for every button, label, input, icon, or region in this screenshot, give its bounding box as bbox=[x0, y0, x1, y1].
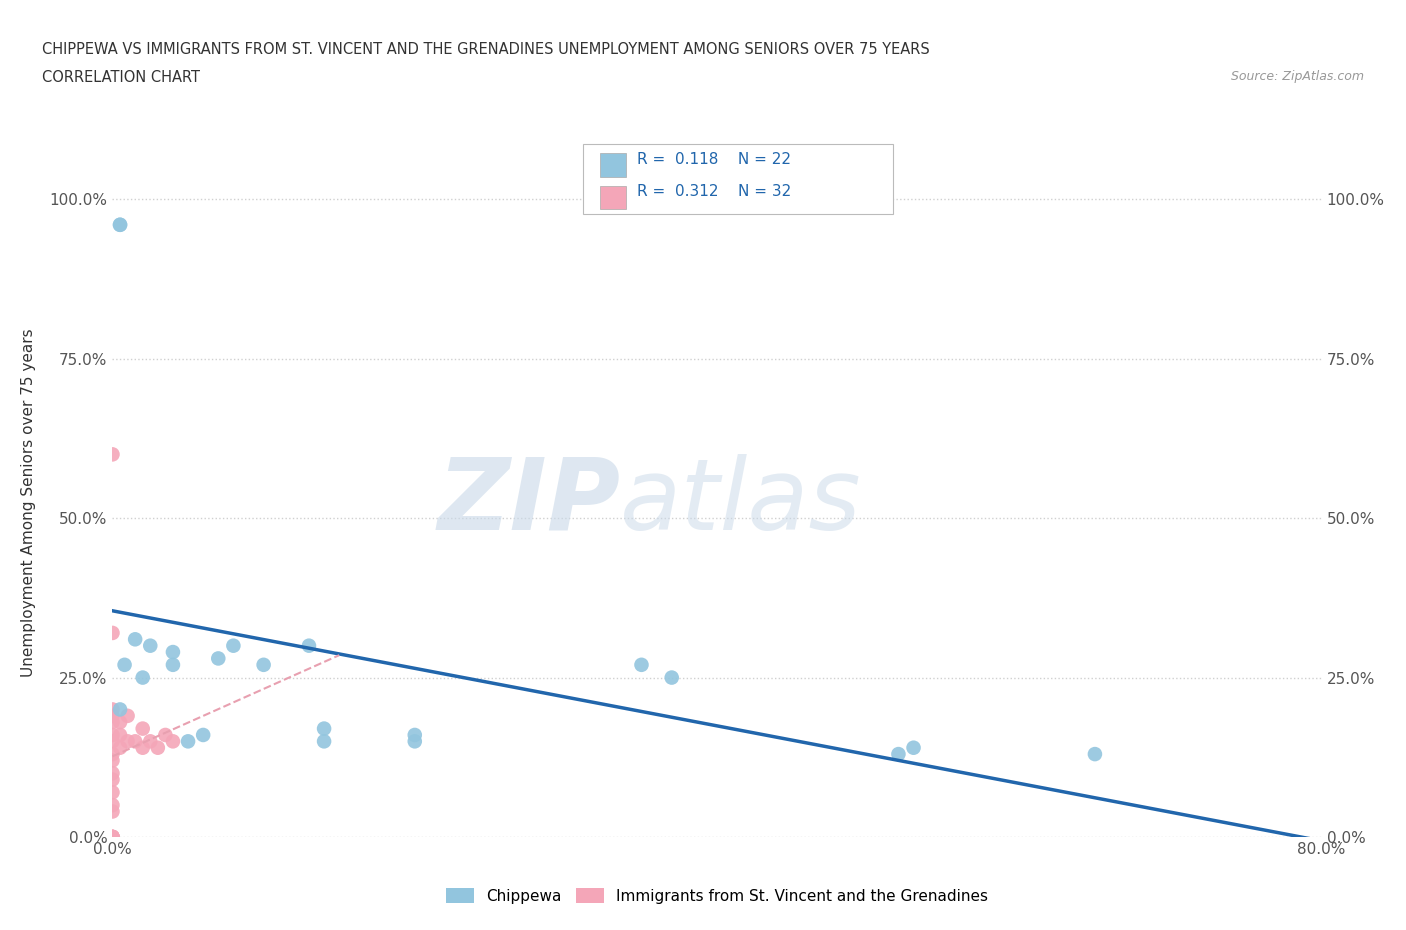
Point bbox=[124, 631, 146, 646]
Text: R =  0.118    N = 22: R = 0.118 N = 22 bbox=[637, 152, 792, 166]
Point bbox=[101, 765, 124, 780]
Point bbox=[101, 447, 124, 462]
Text: Source: ZipAtlas.com: Source: ZipAtlas.com bbox=[1230, 70, 1364, 83]
Point bbox=[661, 671, 683, 685]
Point bbox=[101, 727, 124, 742]
Point bbox=[887, 747, 910, 762]
Point bbox=[207, 651, 229, 666]
Point bbox=[139, 638, 162, 653]
Point bbox=[404, 734, 426, 749]
Point bbox=[191, 727, 214, 742]
Point bbox=[101, 804, 124, 819]
Text: ZIP: ZIP bbox=[437, 454, 620, 551]
Point bbox=[162, 734, 184, 749]
Point bbox=[101, 715, 124, 730]
Point bbox=[132, 671, 155, 685]
Point bbox=[108, 715, 131, 730]
Point bbox=[117, 734, 139, 749]
Point bbox=[101, 709, 124, 724]
Point bbox=[162, 658, 184, 672]
Point bbox=[146, 740, 169, 755]
Point bbox=[101, 830, 124, 844]
Point bbox=[253, 658, 276, 672]
Point bbox=[101, 830, 124, 844]
Text: R =  0.312    N = 32: R = 0.312 N = 32 bbox=[637, 184, 792, 199]
Point bbox=[101, 830, 124, 844]
Point bbox=[314, 721, 336, 736]
Point bbox=[132, 721, 155, 736]
Point bbox=[101, 785, 124, 800]
Point bbox=[630, 658, 652, 672]
Point bbox=[124, 734, 146, 749]
Point bbox=[114, 658, 136, 672]
Point bbox=[117, 709, 139, 724]
Point bbox=[101, 830, 124, 844]
Point bbox=[903, 740, 925, 755]
Point bbox=[155, 727, 177, 742]
Point bbox=[108, 740, 131, 755]
Point bbox=[404, 727, 426, 742]
Point bbox=[101, 798, 124, 813]
Point bbox=[298, 638, 321, 653]
Point bbox=[108, 702, 131, 717]
Point bbox=[108, 218, 131, 232]
Point bbox=[314, 734, 336, 749]
Point bbox=[222, 638, 245, 653]
Point bbox=[101, 702, 124, 717]
Text: CHIPPEWA VS IMMIGRANTS FROM ST. VINCENT AND THE GRENADINES UNEMPLOYMENT AMONG SE: CHIPPEWA VS IMMIGRANTS FROM ST. VINCENT … bbox=[42, 42, 929, 57]
Point bbox=[101, 734, 124, 749]
Text: atlas: atlas bbox=[620, 454, 862, 551]
Y-axis label: Unemployment Among Seniors over 75 years: Unemployment Among Seniors over 75 years bbox=[21, 328, 35, 676]
Point bbox=[1084, 747, 1107, 762]
Point bbox=[101, 830, 124, 844]
Point bbox=[101, 753, 124, 768]
Point bbox=[177, 734, 200, 749]
Point bbox=[162, 644, 184, 659]
Point bbox=[101, 830, 124, 844]
Point bbox=[132, 740, 155, 755]
Text: CORRELATION CHART: CORRELATION CHART bbox=[42, 70, 200, 85]
Point bbox=[101, 747, 124, 762]
Point bbox=[139, 734, 162, 749]
Legend: Chippewa, Immigrants from St. Vincent and the Grenadines: Chippewa, Immigrants from St. Vincent an… bbox=[440, 882, 994, 910]
Point bbox=[108, 727, 131, 742]
Point bbox=[101, 626, 124, 641]
Point bbox=[101, 772, 124, 787]
Point bbox=[108, 218, 131, 232]
